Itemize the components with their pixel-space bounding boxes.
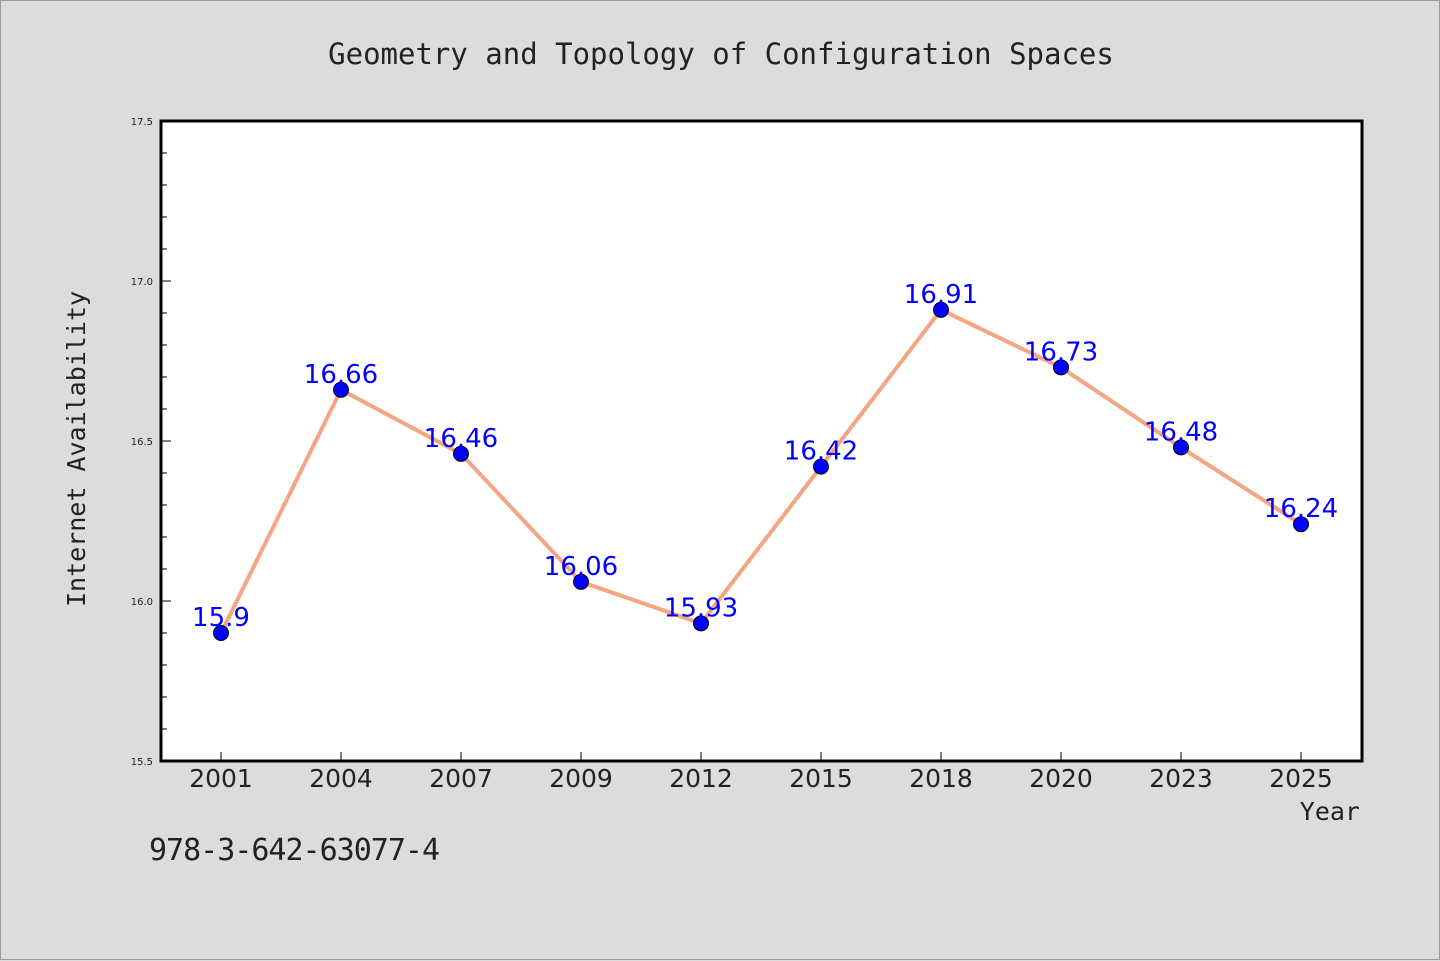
x-axis-label: Year bbox=[1300, 797, 1360, 826]
data-point bbox=[453, 445, 469, 462]
data-label: 16.66 bbox=[304, 360, 378, 390]
x-tick-label: 2020 bbox=[1029, 764, 1093, 793]
x-axis: 2001 2004 2007 2009 2012 2015 2018 2020 2023 2025 bbox=[189, 752, 1333, 793]
data-label: 15.93 bbox=[664, 593, 738, 623]
data-label: 16.91 bbox=[904, 280, 978, 310]
y-tick-label: 16.5 bbox=[131, 437, 153, 448]
data-label: 16.42 bbox=[784, 437, 858, 467]
chart-title: Geometry and Topology of Configuration S… bbox=[328, 37, 1114, 71]
data-point bbox=[213, 625, 229, 641]
y-tick-label: 16.0 bbox=[131, 597, 153, 608]
x-tick-label: 2007 bbox=[429, 764, 493, 793]
isbn-text: 978-3-642-63077-4 bbox=[149, 833, 440, 868]
data-label: 15.9 bbox=[192, 603, 250, 633]
series-markers bbox=[213, 301, 1309, 641]
x-tick-label: 2009 bbox=[549, 764, 613, 793]
y-tick-label: 17.0 bbox=[131, 277, 153, 288]
x-tick-label: 2004 bbox=[309, 764, 373, 793]
x-tick-label: 2025 bbox=[1269, 764, 1333, 793]
data-point bbox=[813, 458, 829, 475]
data-point bbox=[573, 573, 589, 590]
series-polyline bbox=[219, 307, 1303, 634]
y-axis: 15.5 16.0 16.5 17.0 17.5 bbox=[131, 117, 171, 768]
x-tick-label: 2023 bbox=[1149, 764, 1213, 793]
data-point bbox=[1053, 359, 1069, 376]
plot-area bbox=[159, 119, 1364, 763]
y-tick-label: 17.5 bbox=[131, 117, 153, 128]
data-point bbox=[1293, 516, 1309, 533]
data-label: 16.48 bbox=[1144, 417, 1218, 447]
data-point bbox=[933, 301, 949, 318]
series-line bbox=[219, 307, 1303, 634]
data-label: 16.24 bbox=[1264, 494, 1338, 524]
x-tick-label: 2012 bbox=[669, 764, 733, 793]
data-point bbox=[1173, 439, 1189, 456]
x-tick-label: 2018 bbox=[909, 764, 973, 793]
data-label: 16.46 bbox=[424, 424, 498, 454]
data-label: 16.73 bbox=[1024, 337, 1098, 367]
y-axis-label: Internet Availability bbox=[62, 291, 91, 607]
data-point bbox=[333, 381, 349, 398]
x-tick-label: 2001 bbox=[189, 764, 253, 793]
data-labels: 15.9 16.66 16.46 16.06 15.93 16.42 16.91 16.73 1… bbox=[192, 280, 1338, 633]
y-tick-label: 15.5 bbox=[131, 757, 153, 768]
x-tick-label: 2015 bbox=[789, 764, 853, 793]
data-label: 16.06 bbox=[544, 552, 618, 582]
data-point bbox=[693, 615, 709, 632]
